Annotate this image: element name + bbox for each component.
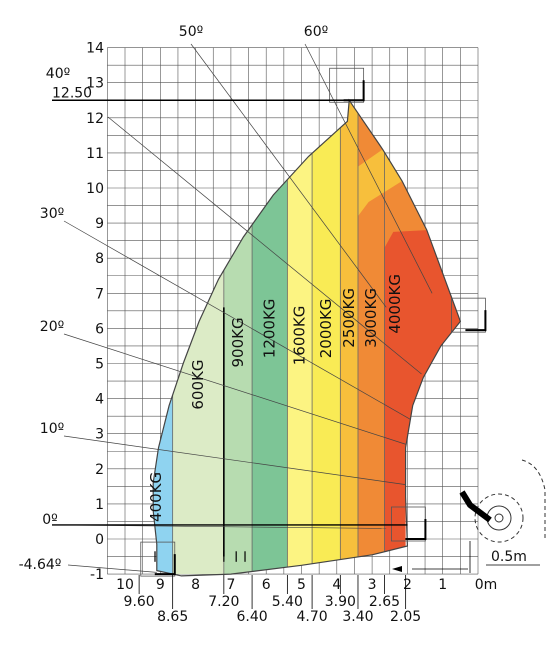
y-tick-label: 14	[86, 41, 104, 57]
angle-ray	[63, 333, 406, 445]
x-tick-label: 9	[156, 577, 165, 593]
angle-label: 10º	[40, 421, 64, 437]
reach-label: 3.90	[325, 594, 356, 610]
max-height-label: 12.50	[52, 85, 92, 101]
y-tick-label: 1	[95, 497, 104, 513]
x-tick-labels: 10 9 8 7 6 5 4 3 2 1 0m	[116, 577, 497, 593]
reach-label: 2.65	[369, 594, 400, 610]
working-envelope	[152, 98, 462, 577]
angle-label: 60º	[304, 24, 328, 40]
x-tick-label: 3	[368, 577, 377, 593]
y-tick-label: 9	[95, 216, 104, 232]
zone-curve-4000kg	[384, 230, 461, 553]
y-tick-label: 2	[95, 462, 104, 478]
x-tick-label: 0m	[475, 577, 498, 593]
angle-label: 50º	[179, 24, 203, 40]
x-tick-label: 5	[297, 577, 306, 593]
zone-label: 2000KG	[317, 299, 335, 359]
angle-ray	[63, 220, 412, 420]
zone-label: 600KG	[189, 360, 207, 410]
angle-label: -4.64º	[19, 557, 62, 573]
y-tick-label: 8	[95, 251, 104, 267]
y-tick-label: 4	[95, 392, 104, 408]
fork-hook	[405, 519, 427, 540]
reach-label: 3.40	[342, 609, 373, 625]
angle-label: 40º	[46, 66, 70, 82]
zone-labels: 400KG 600KG 900KG 1200KG 1600KG 2000KG 2500KG 3…	[147, 274, 404, 522]
reach-label: 6.40	[236, 609, 267, 625]
angle-ray	[107, 116, 422, 375]
chassis-outline	[521, 459, 546, 540]
reach-label: 5.40	[272, 594, 303, 610]
dimension-label: 0.5m	[491, 549, 527, 565]
reach-label: 8.65	[157, 609, 188, 625]
y-tick-label: 13	[86, 76, 104, 92]
angle-label: 20º	[40, 319, 64, 335]
zone-2000kg	[312, 100, 341, 575]
carriage-box	[329, 67, 365, 103]
x-tick-label: 1	[438, 577, 447, 593]
angle-labels: 60º 50º 40º 30º 20º 10º 0º -4.64º	[19, 24, 329, 573]
x-tick-label: 8	[191, 577, 200, 593]
y-tick-label: 11	[86, 146, 104, 162]
zone-label: 4000KG	[386, 274, 404, 334]
machine-outline	[392, 459, 546, 573]
x-tick-label: 10	[116, 577, 134, 593]
zone-label: 900KG	[229, 317, 247, 367]
angle-ray	[67, 564, 157, 573]
zone-label: 3000KG	[362, 288, 380, 348]
y-tick-label: 5	[95, 357, 104, 373]
y-tick-label: 12	[86, 111, 104, 127]
y-tick-label: 10	[86, 181, 104, 197]
angle-rays	[63, 43, 433, 529]
x-tick-label: 4	[332, 577, 341, 593]
x-tick-label: 7	[226, 577, 235, 593]
zone-label: 2500KG	[340, 288, 358, 348]
zone-label: 1600KG	[291, 306, 309, 366]
angle-ray	[63, 435, 406, 485]
zone-label: 400KG	[147, 472, 165, 522]
y-tick-label: 7	[95, 286, 104, 302]
angle-label: 30º	[40, 206, 64, 222]
zone-900kg	[223, 100, 253, 575]
x-tick-label: 6	[262, 577, 271, 593]
wheel-outer	[474, 493, 524, 543]
y-tick-label: 0	[95, 532, 104, 548]
fork-markers	[140, 67, 487, 577]
fork-hook	[465, 310, 487, 332]
fork-hook	[154, 554, 176, 576]
y-tick-label: 6	[95, 321, 104, 337]
y-tick-label: -1	[90, 567, 104, 583]
wheel-center	[494, 513, 504, 523]
y-tick-label: 3	[95, 427, 104, 443]
angle-label: 0º	[42, 512, 58, 528]
fork-hook	[343, 80, 365, 102]
reach-labels: 9.608.65 7.206.40 5.404.703.903.402.652.05	[124, 551, 421, 625]
angle-ray	[190, 43, 387, 308]
reach-label: 9.60	[124, 594, 155, 610]
x-tick-label: 2	[403, 577, 412, 593]
angle-ray	[304, 43, 433, 294]
reach-label: 7.20	[208, 594, 239, 610]
load-zones	[153, 100, 461, 575]
zone-label: 1200KG	[261, 299, 279, 359]
dimension-arrowhead	[392, 566, 402, 572]
boom-arm	[459, 490, 492, 523]
reach-label: 2.05	[390, 609, 421, 625]
reach-label: 4.70	[297, 609, 328, 625]
